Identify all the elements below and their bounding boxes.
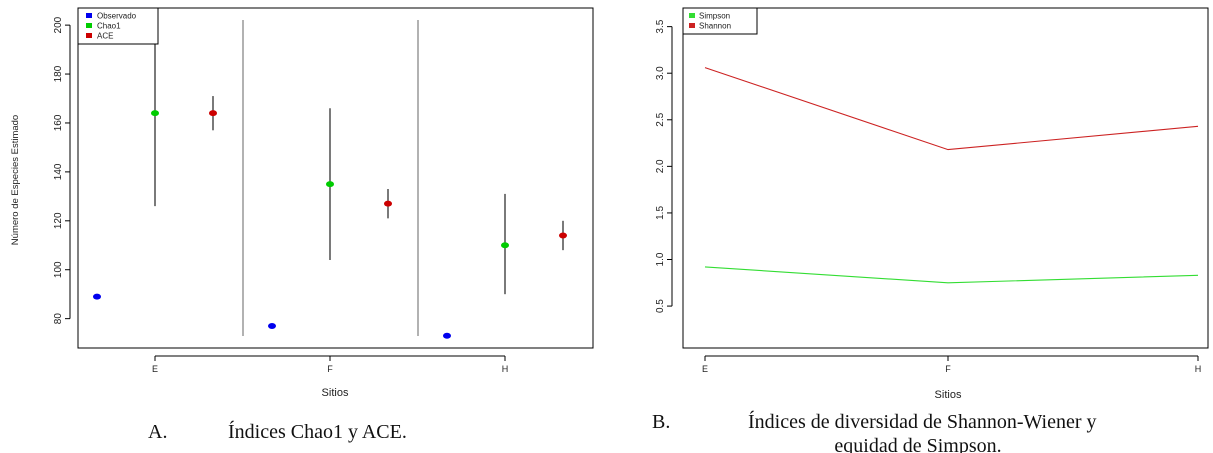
legend-label-chao1: Chao1	[97, 22, 121, 31]
panel-b-y-tick-label-1-5: 1.5	[655, 206, 666, 220]
panel-b-caption-letter: B.	[652, 411, 670, 433]
panel-a-y-axis: 80 100 120 140 160 180 200	[53, 16, 71, 325]
panel-b-y-tick-label-2-5: 2.5	[655, 112, 666, 126]
panel-a-caption: Índices Chao1 y ACE.	[228, 420, 407, 443]
point-observado-e	[93, 293, 101, 300]
panel-b-x-tick-label-f: F	[945, 364, 951, 374]
legend-label-observado: Observado	[97, 12, 137, 21]
panel-a-y-tick-label-160: 160	[53, 114, 64, 131]
panel-a-y-tick-label-180: 180	[53, 65, 64, 82]
panel-a-y-tick-label-120: 120	[53, 212, 64, 229]
panel-b: 0.5 1.0 1.5 2.0 2.5 3.0 3.5 E F H Sitios Simpson…	[652, 7, 1209, 453]
panel-b-y-tick-label-2-0: 2.0	[655, 159, 666, 173]
panel-a-legend: Observado Chao1 ACE	[77, 7, 159, 45]
panel-a-x-tick-label-h: H	[502, 364, 509, 374]
panel-a-marks	[93, 8, 567, 339]
panel-b-y-tick-label-1-0: 1.0	[655, 252, 666, 266]
panel-a-y-tick-label-200: 200	[53, 16, 64, 33]
line-shannon	[704, 67, 1199, 151]
panel-b-y-axis: 0.5 1.0 1.5 2.0 2.5 3.0 3.5	[655, 19, 673, 313]
panel-a-y-axis-label: Número de Especies Estimado	[10, 115, 21, 245]
point-ace-f	[384, 200, 392, 207]
point-observado-f	[268, 322, 276, 329]
panel-a: 80 100 120 140 160 180 200 E F H Número de Espec…	[10, 7, 594, 443]
panel-a-y-tick-label-100: 100	[53, 261, 64, 278]
panel-b-x-tick-label-h: H	[1195, 364, 1202, 374]
legend-label-simpson: Simpson	[699, 12, 730, 21]
panel-b-x-axis-label: Sitios	[935, 389, 962, 401]
legend-swatch-shannon	[689, 23, 695, 28]
panel-a-x-tick-label-f: F	[327, 364, 333, 374]
point-chao1-e	[151, 110, 159, 117]
panel-a-plot-frame	[77, 7, 594, 349]
panel-b-y-tick-label-3-5: 3.5	[655, 19, 666, 33]
panel-a-y-tick-label-140: 140	[53, 163, 64, 180]
point-ace-e	[209, 110, 217, 117]
panel-b-x-tick-label-e: E	[702, 364, 708, 374]
panel-a-y-tick-label-80: 80	[53, 313, 64, 325]
legend-swatch-observado	[86, 13, 92, 18]
point-chao1-h	[501, 242, 509, 249]
panel-b-legend-box	[682, 7, 758, 35]
panel-b-marks	[704, 67, 1199, 284]
panel-b-y-tick-label-0-5: 0.5	[655, 299, 666, 313]
panel-b-caption-line-1: Índices de diversidad de Shannon-Wiener …	[748, 410, 1097, 433]
panel-a-x-tick-label-e: E	[152, 364, 158, 374]
panel-a-caption-letter: A.	[148, 421, 167, 443]
panel-b-plot-frame	[682, 7, 1209, 349]
point-chao1-f	[326, 181, 334, 188]
panel-b-legend: Simpson Shannon	[682, 7, 758, 35]
point-observado-h	[443, 332, 451, 339]
legend-swatch-simpson	[689, 13, 695, 18]
legend-label-ace: ACE	[97, 32, 113, 41]
line-simpson	[704, 266, 1199, 284]
panel-b-y-tick-label-3-0: 3.0	[655, 66, 666, 80]
legend-swatch-chao1	[86, 23, 92, 28]
legend-swatch-ace	[86, 33, 92, 38]
panel-a-x-axis-label: Sitios	[322, 387, 349, 399]
legend-label-shannon: Shannon	[699, 22, 731, 31]
panel-b-caption-line-2: equidad de Simpson.	[834, 435, 1001, 453]
point-ace-h	[559, 232, 567, 239]
